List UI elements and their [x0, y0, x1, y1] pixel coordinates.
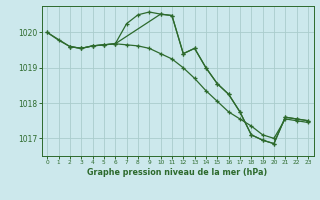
X-axis label: Graphe pression niveau de la mer (hPa): Graphe pression niveau de la mer (hPa) [87, 168, 268, 177]
